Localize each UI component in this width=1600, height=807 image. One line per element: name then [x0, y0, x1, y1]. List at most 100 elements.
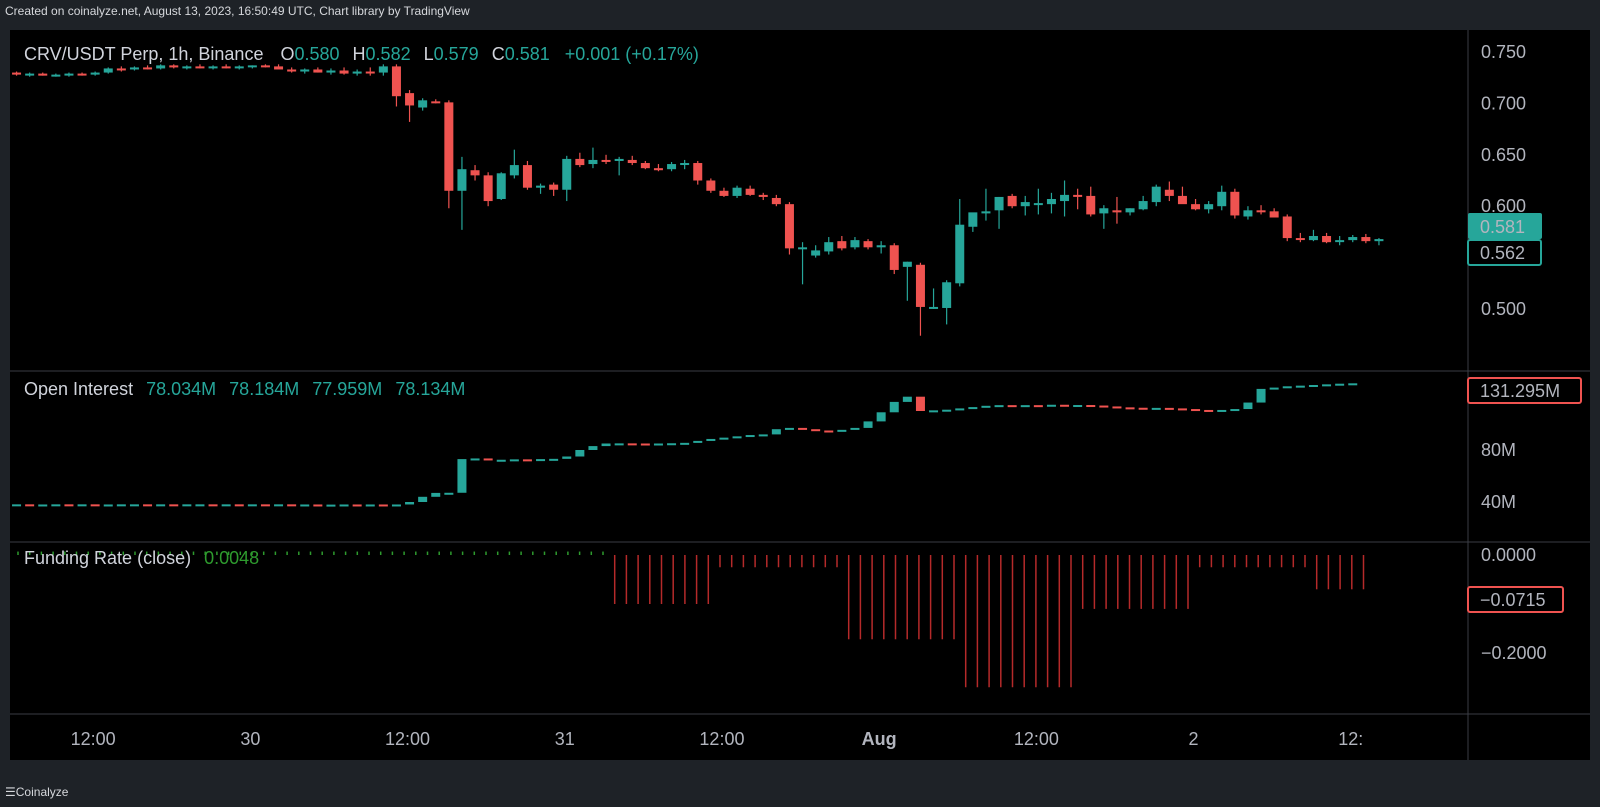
oi-candle	[693, 440, 703, 443]
oi-candle	[116, 504, 126, 507]
price-candle	[208, 65, 218, 70]
price-candle	[90, 71, 100, 76]
price-candle	[588, 147, 598, 169]
oi-candle	[195, 504, 205, 507]
open-interest-candles	[12, 383, 1358, 507]
price-candle	[706, 178, 716, 193]
oi-candle	[25, 504, 35, 507]
oi-candle	[208, 504, 218, 507]
price-candle	[994, 196, 1004, 229]
oi-candle	[771, 429, 781, 435]
oi-pane-header: Open Interest 78.034M 78.184M 77.959M 78…	[24, 379, 465, 399]
oi-candle	[798, 427, 808, 430]
price-candle	[77, 72, 87, 76]
price-candle	[274, 64, 284, 70]
oi-candle	[444, 492, 454, 495]
oi-candle	[470, 458, 480, 461]
oi-candle	[981, 405, 991, 408]
oi-candle	[1073, 405, 1083, 408]
oi-candle	[483, 458, 493, 461]
price-tick-label: 0.750	[1481, 42, 1526, 62]
oi-candle	[1204, 409, 1214, 412]
oi-candle	[300, 504, 310, 507]
oi-candle	[889, 401, 899, 413]
oi-candle	[378, 504, 388, 507]
time-axis-ticks: 12:00 30 12:00 31 12:00 Aug 12:00 2 12:	[71, 729, 1364, 749]
price-candle	[719, 187, 729, 197]
price-candle	[1151, 184, 1161, 207]
price-candle	[562, 155, 572, 202]
price-candle	[640, 160, 650, 170]
price-candle	[287, 67, 297, 73]
oi-candle	[169, 504, 179, 507]
price-candle	[575, 152, 585, 168]
oi-candle	[339, 504, 349, 507]
oi-candle	[156, 504, 166, 507]
oi-candle	[1112, 406, 1122, 409]
price-candle	[614, 156, 624, 176]
price-candle	[1191, 199, 1201, 211]
close-value: 0.581	[505, 44, 550, 64]
price-candle	[247, 65, 257, 69]
oi-candle	[732, 436, 742, 439]
oi-candle	[431, 492, 441, 497]
price-candle	[837, 236, 847, 251]
price-candle	[444, 100, 454, 209]
oi-candle	[549, 458, 559, 461]
price-candle	[313, 67, 323, 73]
price-candle	[522, 160, 532, 190]
oi-candle	[247, 504, 257, 507]
price-candle	[889, 243, 899, 275]
oi-candle	[1099, 405, 1109, 408]
price-candle	[667, 161, 677, 172]
oi-candle	[1086, 405, 1096, 408]
price-candle	[955, 199, 965, 287]
price-candle	[1243, 206, 1253, 220]
oi-candle	[614, 443, 624, 446]
price-candle	[339, 67, 349, 75]
price-candle	[496, 172, 506, 201]
price-candle	[1046, 192, 1056, 214]
oi-candle	[876, 412, 886, 422]
oi-candle	[12, 504, 22, 507]
brand-label: Coinalyze	[15, 785, 69, 799]
oi-open-value: 78.034M	[146, 379, 216, 399]
mark-price-text: 0.562	[1480, 243, 1525, 263]
oi-candle	[653, 443, 663, 446]
oi-candle	[1335, 383, 1345, 386]
brand-logo[interactable]: ☰Coinalyze	[5, 785, 69, 799]
price-candle	[431, 99, 441, 104]
oi-candle	[1230, 409, 1240, 412]
change-value: +0.001 (+0.17%)	[565, 44, 699, 64]
price-candle	[1374, 238, 1384, 246]
price-candle	[483, 172, 493, 207]
price-candle	[182, 65, 192, 70]
price-candle	[680, 159, 690, 170]
oi-label: Open Interest	[24, 379, 133, 399]
oi-tick-label: 80M	[1481, 440, 1516, 460]
oi-candle	[1256, 388, 1266, 403]
price-candle	[601, 154, 611, 165]
oi-candle	[575, 450, 585, 457]
oi-candle	[234, 504, 244, 507]
price-candle	[1269, 208, 1279, 218]
price-candle	[64, 72, 74, 77]
oi-candle	[706, 438, 716, 441]
funding-last-badge: −0.0715	[1467, 586, 1564, 613]
oi-candle	[496, 459, 506, 462]
price-candle	[824, 237, 834, 255]
last-price-badge: 0.581	[1468, 213, 1542, 239]
oi-candle	[1020, 405, 1030, 408]
funding-tick-label: 0.0000	[1481, 545, 1536, 565]
oi-candle	[850, 427, 860, 430]
oi-candle	[51, 504, 61, 507]
oi-candle	[1151, 407, 1161, 410]
price-pane-header: CRV/USDT Perp, 1h, Binance O0.580 H0.582…	[24, 44, 699, 64]
price-candle	[981, 188, 991, 221]
price-candle	[653, 164, 663, 172]
price-candle	[1361, 233, 1371, 244]
oi-low-value: 77.959M	[312, 379, 382, 399]
oi-candle	[1164, 407, 1174, 410]
oi-candle	[601, 443, 611, 447]
